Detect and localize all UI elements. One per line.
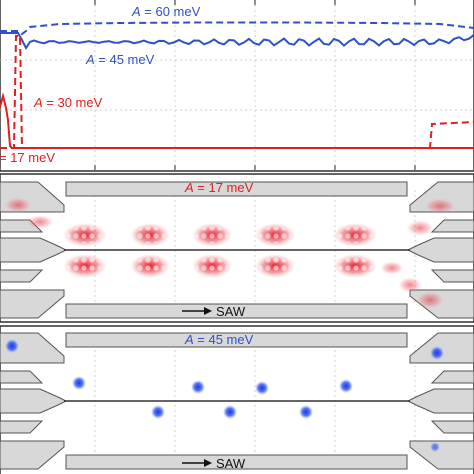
electron-dot [191, 380, 205, 394]
middle-panel: A = 17 meV SAW [0, 173, 474, 323]
wavefunction-ripple [67, 226, 103, 244]
electron-dot [339, 379, 353, 393]
wavefunction-ripple [196, 226, 228, 244]
label-a17: = 17 meV [0, 150, 55, 165]
electron-dot [72, 376, 86, 390]
bottom-right-electrodes [406, 332, 474, 470]
wavefunction-tail [380, 261, 404, 275]
middle-bottom-gate [65, 303, 408, 319]
wavefunction-ripple [134, 226, 166, 244]
wavefunction-ripple [337, 257, 373, 275]
bottom-left-electrodes [0, 332, 68, 470]
bottom-panel-frame [0, 325, 474, 474]
label-a60: A = 60 meV [131, 4, 201, 19]
wavefunction-tail [398, 277, 422, 293]
bottom-saw-label: SAW [216, 456, 246, 471]
top-panel-frame [0, 0, 474, 172]
bottom-bottom-gate [65, 454, 408, 470]
middle-panel-frame [0, 173, 474, 323]
middle-title: A = 17 meV [184, 180, 254, 195]
wavefunction-ripple [134, 257, 166, 275]
curve-a60-dashed [0, 21, 474, 36]
electron-dot [5, 339, 19, 353]
electron-dot [151, 405, 165, 419]
electron-dot [430, 442, 440, 452]
wavefunction-ripple [259, 257, 291, 275]
label-a30: A = 30 meV [33, 95, 103, 110]
bottom-top-gate [65, 332, 408, 348]
wavefunction-tail [4, 197, 32, 213]
bottom-title: A = 45 meV [184, 332, 254, 347]
middle-saw-label: SAW [216, 304, 246, 319]
top-panel: A = 60 meV A = 45 meV A = 30 meV = 17 me… [0, 0, 474, 172]
bottom-electrons [5, 339, 444, 452]
wavefunction-ripple [259, 226, 291, 244]
top-ticks [94, 0, 416, 170]
curve-a17-solid [0, 92, 474, 149]
wavefunction-tail [406, 220, 434, 236]
curve-a45-solid [0, 32, 474, 50]
wavefunction-tail [416, 291, 444, 309]
bottom-saw-arrow [182, 459, 212, 467]
electron-dot [430, 346, 444, 360]
middle-top-gate [65, 181, 408, 197]
label-a45: A = 45 meV [85, 52, 155, 67]
wavefunction-ripple [67, 257, 103, 275]
top-grid [0, 0, 474, 170]
electron-dot [223, 405, 237, 419]
bottom-panel: A = 45 meV SAW [0, 325, 474, 474]
electron-dot [255, 381, 269, 395]
middle-saw-arrow [182, 307, 212, 315]
electron-dot [299, 405, 313, 419]
wavefunction-ripple [196, 257, 228, 275]
wavefunction-ripple [337, 226, 373, 244]
wavefunction-tail [424, 198, 456, 214]
middle-wavefunction [4, 197, 456, 309]
wavefunction-tail [26, 215, 54, 229]
